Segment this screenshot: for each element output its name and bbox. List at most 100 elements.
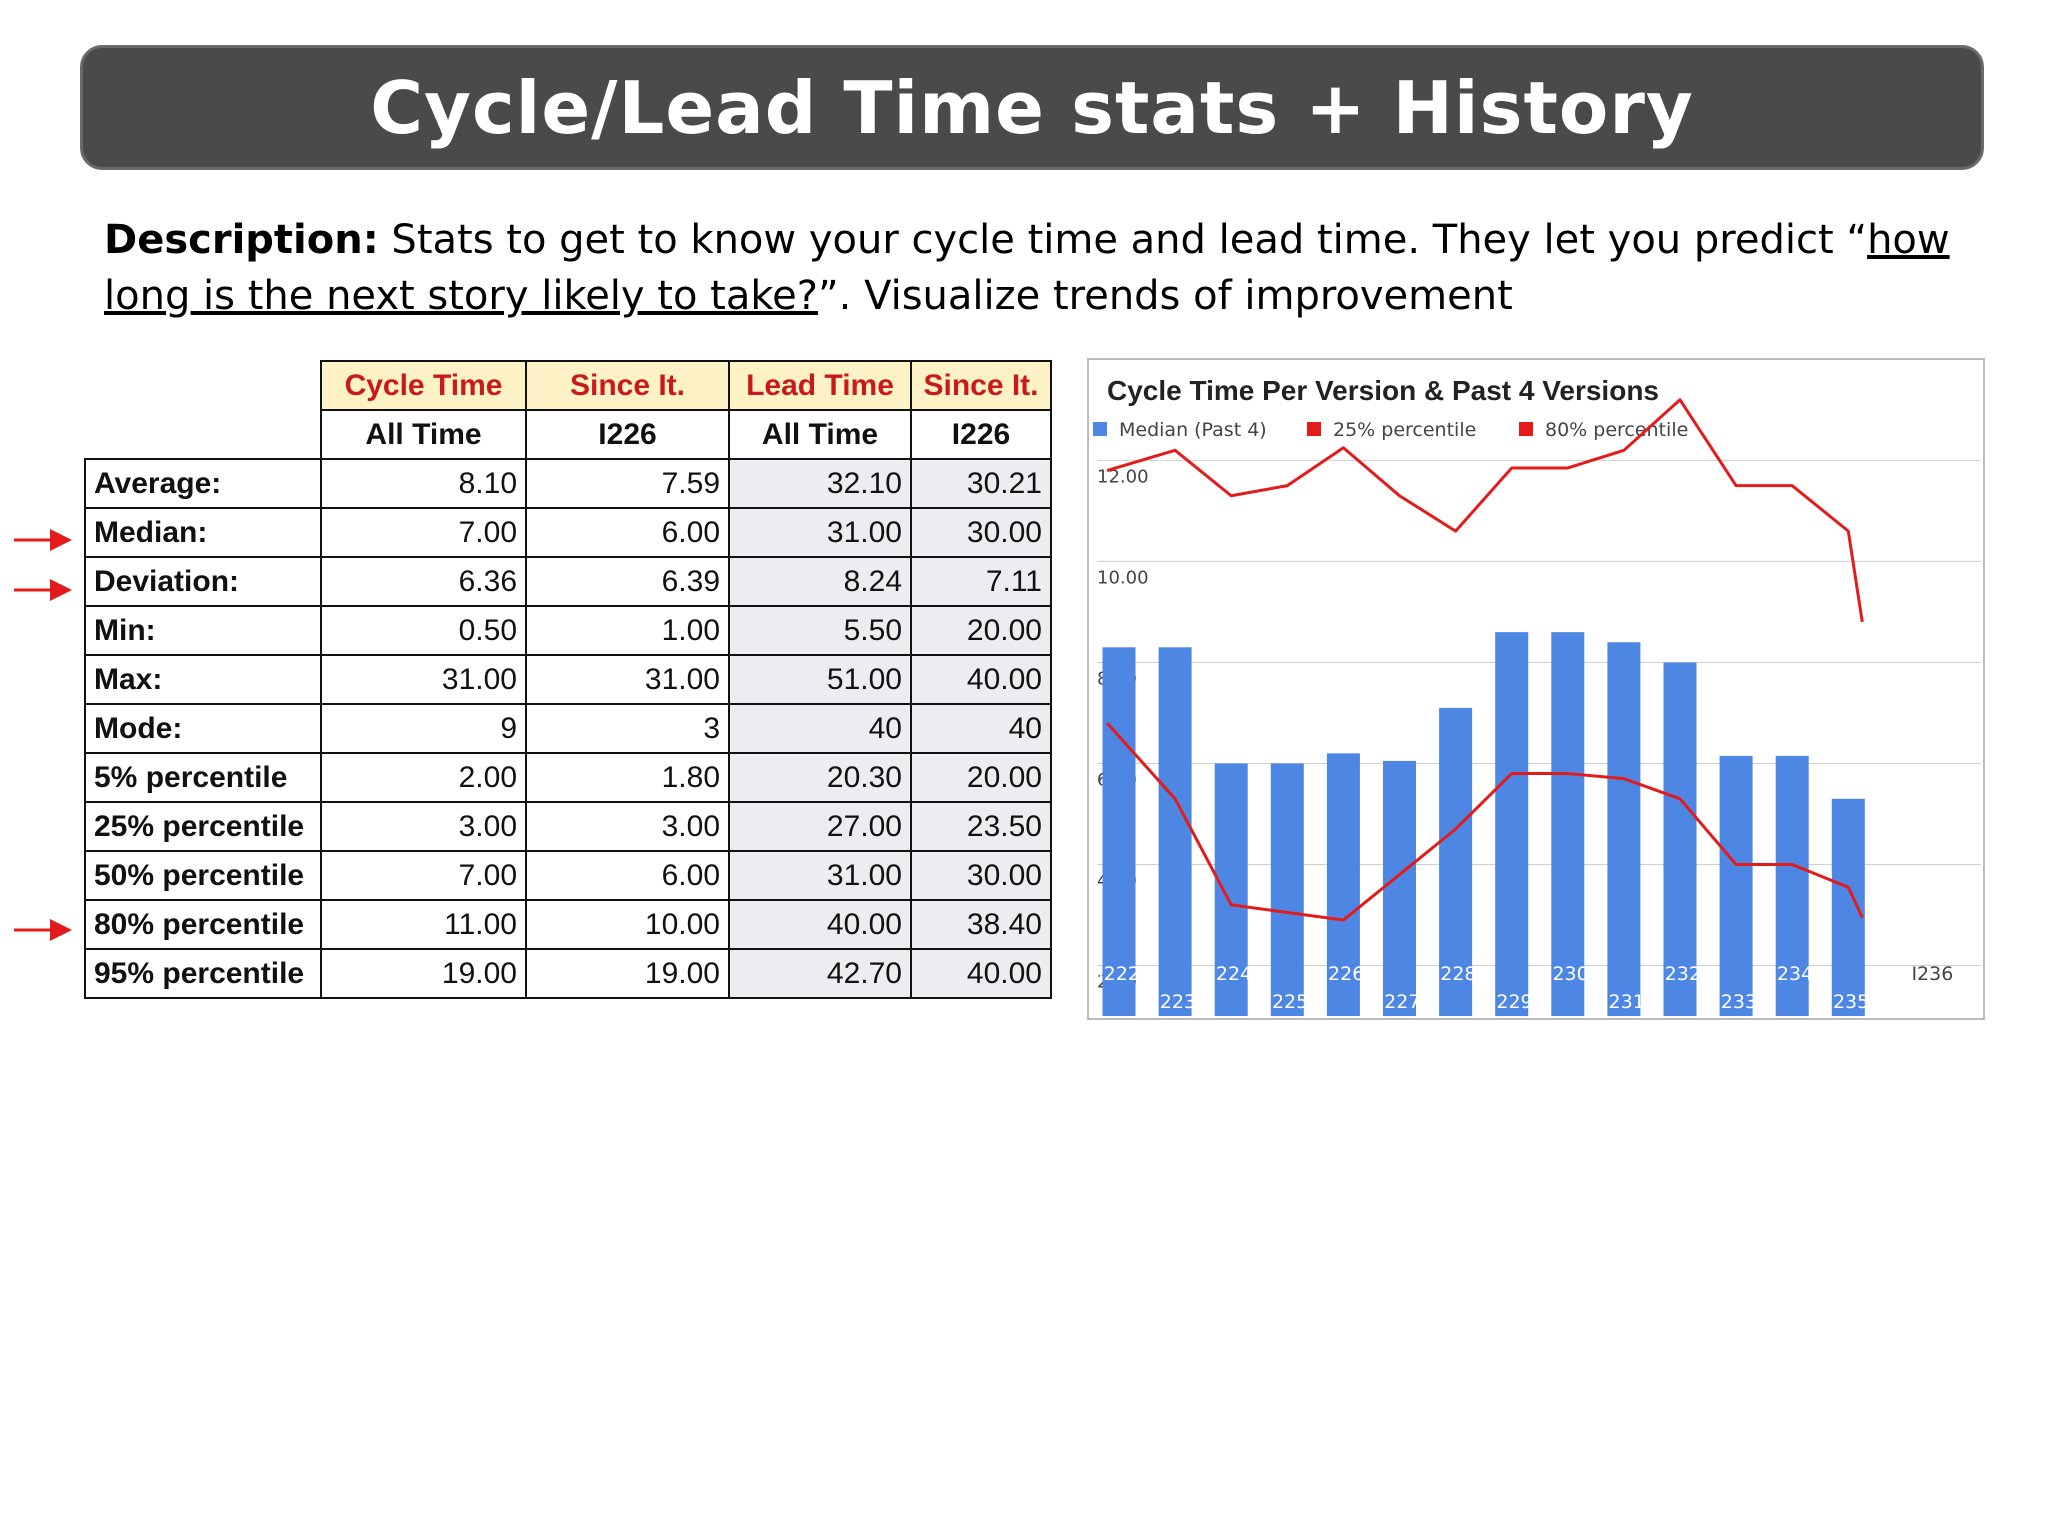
legend-swatch xyxy=(1519,422,1533,436)
x-tick-label: I232 xyxy=(1659,963,1701,985)
x-tick-label: I233 xyxy=(1715,991,1757,1013)
row-label: Mode: xyxy=(84,703,322,754)
description: Description: Stats to get to know your c… xyxy=(104,212,1974,324)
table-cell: 6.00 xyxy=(525,507,730,558)
table-cell: 1.00 xyxy=(525,605,730,656)
x-tick-label: I225 xyxy=(1266,991,1308,1013)
table-cell: 3 xyxy=(525,703,730,754)
description-label: Description: xyxy=(104,217,379,263)
table-cell: 5.50 xyxy=(728,605,912,656)
table-row: Min: 0.50 1.00 5.50 20.00 xyxy=(84,605,1052,656)
table-cell: 30.00 xyxy=(910,507,1052,558)
row-label: 50% percentile xyxy=(84,850,322,901)
table-row: Max: 31.00 31.00 51.00 40.00 xyxy=(84,654,1052,705)
table-cell: 8.24 xyxy=(728,556,912,607)
table-cell: 8.10 xyxy=(320,458,527,509)
table-row: 50% percentile 7.00 6.00 31.00 30.00 xyxy=(84,850,1052,901)
row-label: 95% percentile xyxy=(84,948,322,999)
table-cell: 32.10 xyxy=(728,458,912,509)
row-label: Average: xyxy=(84,458,322,509)
table-cell: 3.00 xyxy=(525,801,730,852)
legend-swatch xyxy=(1093,422,1107,436)
x-tick-label: I227 xyxy=(1379,991,1421,1013)
series-line xyxy=(1105,722,1864,922)
x-tick-label: I226 xyxy=(1322,963,1364,985)
bar xyxy=(1495,632,1529,1016)
y-tick-label: 12.00 xyxy=(1097,466,1149,487)
bar xyxy=(1102,647,1136,1016)
x-tick-label: I222 xyxy=(1098,963,1140,985)
bar xyxy=(1831,798,1865,1016)
table-cell: 23.50 xyxy=(910,801,1052,852)
table-cell: 40.00 xyxy=(728,899,912,950)
column-subheader: All Time xyxy=(320,409,527,460)
legend-label: 25% percentile xyxy=(1333,419,1476,441)
row-label: 80% percentile xyxy=(84,899,322,950)
table-cell: 31.00 xyxy=(320,654,527,705)
bar xyxy=(1775,755,1809,1016)
table-cell: 7.59 xyxy=(525,458,730,509)
table-cell: 20.00 xyxy=(910,752,1052,803)
table-cell: 11.00 xyxy=(320,899,527,950)
chart-title: Cycle Time Per Version & Past 4 Versions xyxy=(1107,375,1659,406)
table-cell: 40 xyxy=(910,703,1052,754)
table-cell: 7.00 xyxy=(320,850,527,901)
x-tick-label: I228 xyxy=(1435,963,1477,985)
table-row: Deviation: 6.36 6.39 8.24 7.11 xyxy=(84,556,1052,607)
table-cell: 7.11 xyxy=(910,556,1052,607)
table-cell: 6.36 xyxy=(320,556,527,607)
table-cell: 7.00 xyxy=(320,507,527,558)
table-cell: 9 xyxy=(320,703,527,754)
x-tick-label: I229 xyxy=(1491,991,1533,1013)
table-cell: 30.00 xyxy=(910,850,1052,901)
table-cell: 1.80 xyxy=(525,752,730,803)
table-cell: 6.00 xyxy=(525,850,730,901)
table-cell: 20.30 xyxy=(728,752,912,803)
table-row: Mode: 9 3 40 40 xyxy=(84,703,1052,754)
legend-swatch xyxy=(1307,422,1321,436)
description-link[interactable]: how long is the next story likely to tak… xyxy=(104,217,1950,319)
column-subheader: I226 xyxy=(525,409,730,460)
header-corner xyxy=(85,361,321,410)
row-label: 5% percentile xyxy=(84,752,322,803)
y-tick-label: 10.00 xyxy=(1097,567,1149,588)
table-cell: 19.00 xyxy=(525,948,730,999)
table-cell: 31.00 xyxy=(728,507,912,558)
table-cell: 40 xyxy=(728,703,912,754)
legend-label: Median (Past 4) xyxy=(1119,419,1267,441)
red-arrow-icon xyxy=(14,579,72,601)
legend-label: 80% percentile xyxy=(1545,419,1688,441)
table-row: Median: 7.00 6.00 31.00 30.00 xyxy=(84,507,1052,558)
table-cell: 20.00 xyxy=(910,605,1052,656)
slide-title: Cycle/Lead Time stats + History xyxy=(370,65,1694,150)
bar xyxy=(1663,662,1697,1016)
table-cell: 30.21 xyxy=(910,458,1052,509)
stats-table-wrap: Cycle Time Since It. Lead Time Since It. All… xyxy=(84,360,1052,999)
table-row: 5% percentile 2.00 1.80 20.30 20.00 xyxy=(84,752,1052,803)
row-label: Min: xyxy=(84,605,322,656)
header-corner-sub xyxy=(85,410,321,459)
table-cell: 10.00 xyxy=(525,899,730,950)
bar xyxy=(1439,707,1473,1016)
bar xyxy=(1551,632,1585,1016)
bar xyxy=(1214,763,1248,1016)
x-tick-label: I224 xyxy=(1210,963,1252,985)
column-header: Lead Time xyxy=(728,360,912,411)
red-arrow-icon xyxy=(14,919,72,941)
table-cell: 38.40 xyxy=(910,899,1052,950)
column-header: Since It. xyxy=(525,360,730,411)
table-cell: 3.00 xyxy=(320,801,527,852)
column-subheader: All Time xyxy=(728,409,912,460)
stats-table: Cycle Time Since It. Lead Time Since It. All… xyxy=(84,360,1052,999)
x-tick-label: I231 xyxy=(1603,991,1645,1013)
table-cell: 51.00 xyxy=(728,654,912,705)
slide-title-bar: Cycle/Lead Time stats + History xyxy=(80,45,1984,170)
x-tick-label: I230 xyxy=(1547,963,1589,985)
table-row: 95% percentile 19.00 19.00 42.70 40.00 xyxy=(84,948,1052,999)
description-text-before: Stats to get to know your cycle time and… xyxy=(378,217,1868,263)
column-subheader: I226 xyxy=(910,409,1052,460)
header-row-sub: All Time I226 All Time I226 xyxy=(85,409,1052,460)
header-row-top: Cycle Time Since It. Lead Time Since It. xyxy=(85,360,1052,411)
